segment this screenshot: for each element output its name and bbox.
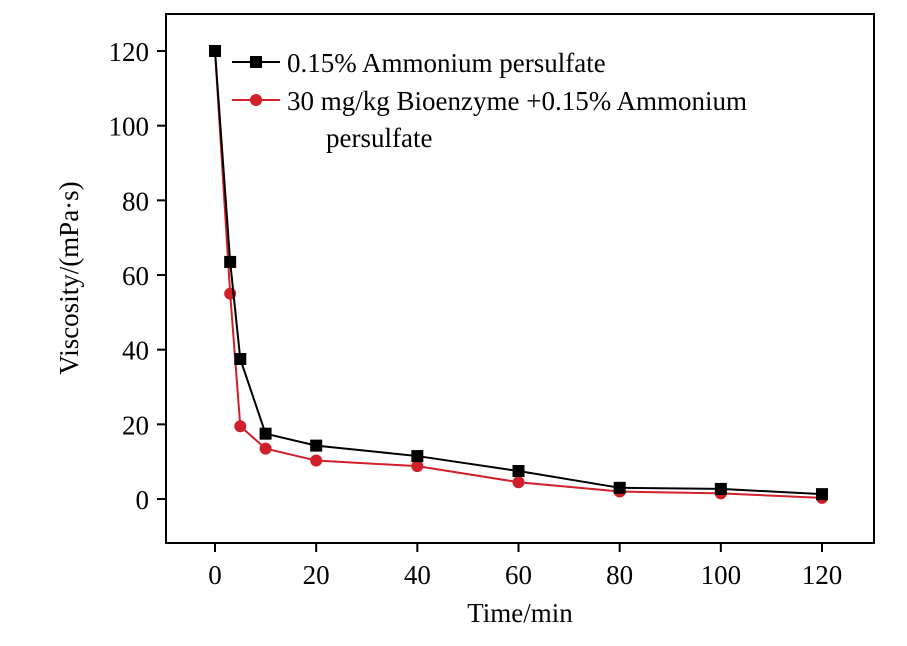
- y-tick-label: 60: [122, 261, 149, 291]
- y-tick-label: 120: [109, 37, 150, 67]
- x-tick-label: 20: [303, 560, 330, 590]
- x-tick-label: 100: [701, 560, 742, 590]
- data-point: [512, 465, 525, 477]
- data-point: [310, 439, 323, 452]
- legend-item-1: [232, 56, 280, 68]
- data-point: [512, 476, 525, 489]
- y-tick-label: 40: [122, 336, 149, 366]
- data-point: [234, 353, 247, 365]
- data-point: [411, 460, 424, 473]
- series-layer: [209, 45, 828, 504]
- data-point: [259, 442, 272, 455]
- legend-label-1: 0.15% Ammonium persulfate: [287, 48, 606, 78]
- x-tick-label: 80: [606, 560, 633, 590]
- legend-item-2: [232, 94, 280, 106]
- series-line: [214, 50, 823, 496]
- axis-ticks: 0 20 40 60 80 100 120 0 20 40 60 80 100 120: [109, 37, 843, 590]
- data-point: [310, 454, 323, 467]
- data-point: [224, 255, 237, 268]
- y-tick-label: 20: [122, 410, 149, 440]
- plot-frame: [165, 13, 875, 544]
- y-axis-label: Viscosity/(mPa·s): [54, 181, 84, 374]
- series-line: [214, 50, 823, 499]
- x-tick-label: 40: [404, 560, 431, 590]
- x-tick-label: 60: [505, 560, 532, 590]
- legend-swatch-marker: [250, 94, 262, 106]
- legend: 0.15% Ammonium persulfate 30 mg/kg Bioenz…: [232, 48, 747, 153]
- legend-swatch-marker: [250, 56, 262, 68]
- x-axis-label: Time/min: [467, 598, 573, 628]
- data-point: [259, 427, 272, 440]
- data-point: [411, 450, 424, 463]
- legend-label-2: 30 mg/kg Bioenzyme +0.15% Ammonium persul…: [287, 86, 747, 153]
- data-point: [234, 420, 247, 433]
- y-tick-label: 0: [136, 485, 150, 515]
- data-point: [816, 488, 828, 501]
- y-tick-label: 80: [122, 186, 149, 216]
- data-point: [714, 482, 727, 495]
- y-tick-label: 100: [109, 112, 150, 142]
- data-point: [613, 481, 626, 494]
- series-1: [209, 45, 828, 501]
- x-tick-label: 0: [208, 560, 222, 590]
- x-tick-label: 120: [802, 560, 843, 590]
- data-point: [209, 45, 221, 57]
